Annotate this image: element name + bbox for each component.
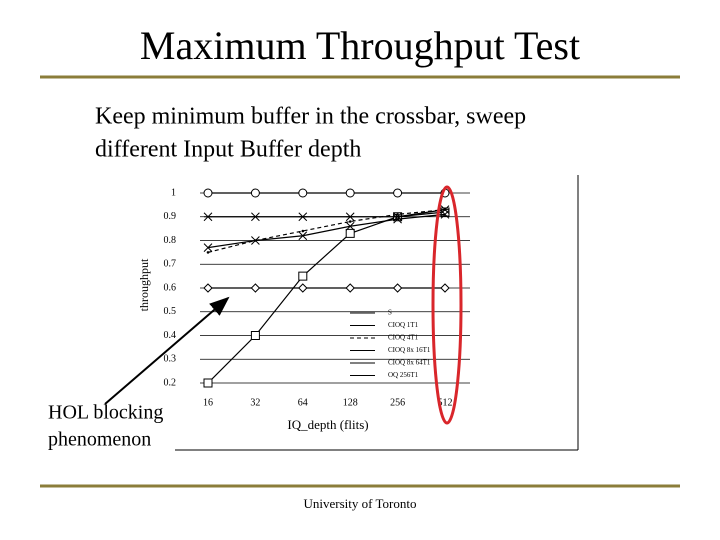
point — [203, 378, 213, 388]
legend-label: CIOQ 1T1 — [388, 321, 419, 329]
legend-label: CIOQ 4T1 — [388, 334, 419, 342]
point — [250, 331, 260, 340]
plot: 0.2 0.3 0.4 0.5 0.6 0.7 0.8 0.9 1 16 32 64 128 256 512… — [164, 187, 470, 408]
legend-label: CIOQ 8x 16T1 — [388, 346, 431, 354]
footer: University of Toronto — [304, 496, 417, 511]
y-tick-label: 0.7 — [164, 259, 177, 270]
series-line — [208, 209, 446, 218]
point — [440, 205, 450, 214]
x-axis-label: IQ_depth (flits) — [287, 417, 368, 432]
point — [203, 212, 213, 222]
series-line — [207, 209, 446, 253]
point — [440, 207, 450, 217]
point — [298, 212, 308, 222]
point — [345, 212, 355, 222]
y-tick-label: 0.5 — [164, 306, 177, 317]
point — [206, 251, 210, 254]
point — [250, 188, 260, 198]
point — [251, 236, 260, 245]
point — [393, 188, 403, 198]
annotation-line: phenomenon — [48, 429, 151, 451]
legend-label: CIOQ 8x 64T1 — [388, 359, 431, 367]
y-tick-label: 0.2 — [164, 377, 177, 388]
point — [393, 212, 402, 222]
y-tick-label: 0.6 — [164, 282, 177, 293]
point — [345, 188, 355, 198]
point — [396, 213, 399, 216]
series-line — [207, 213, 446, 249]
y-tick-label: 0.8 — [164, 235, 177, 246]
point — [250, 283, 261, 293]
point — [203, 283, 213, 293]
bullet-line: different Input Buffer depth — [95, 137, 361, 163]
y-tick-label: 0.9 — [164, 211, 177, 222]
point — [298, 188, 308, 198]
y-tick-label: 1 — [171, 187, 176, 198]
point — [251, 212, 260, 222]
y-axis-label: throughput — [137, 258, 151, 311]
point — [392, 283, 403, 293]
annotation-arrow — [104, 296, 230, 405]
x-tick-label: 128 — [343, 397, 358, 408]
y-tick-label: 0.3 — [164, 354, 177, 365]
point — [345, 283, 355, 293]
highlight-ellipse — [431, 185, 463, 425]
point — [203, 243, 213, 252]
x-tick-label: 64 — [298, 397, 308, 408]
point — [301, 229, 305, 233]
point — [440, 283, 450, 293]
point — [203, 188, 213, 198]
point — [298, 283, 308, 293]
point — [348, 220, 352, 223]
slide-title: Maximum Throughput Test — [140, 23, 580, 68]
point — [298, 271, 308, 281]
legend-label: OQ 256T1 — [388, 371, 419, 379]
x-tick-label: 256 — [390, 397, 405, 408]
point — [345, 228, 355, 238]
point — [298, 231, 308, 241]
annotation-line: HOL blocking — [48, 402, 163, 424]
y-tick-label: 0.4 — [164, 330, 177, 341]
x-tick-label: 16 — [203, 397, 213, 408]
legend-label: S — [388, 309, 392, 317]
x-tick-label: 512 — [438, 397, 453, 408]
point — [345, 221, 355, 231]
x-tick-label: 32 — [250, 397, 260, 408]
bullet-line: Keep minimum buffer in the crossbar, swe… — [95, 104, 526, 130]
